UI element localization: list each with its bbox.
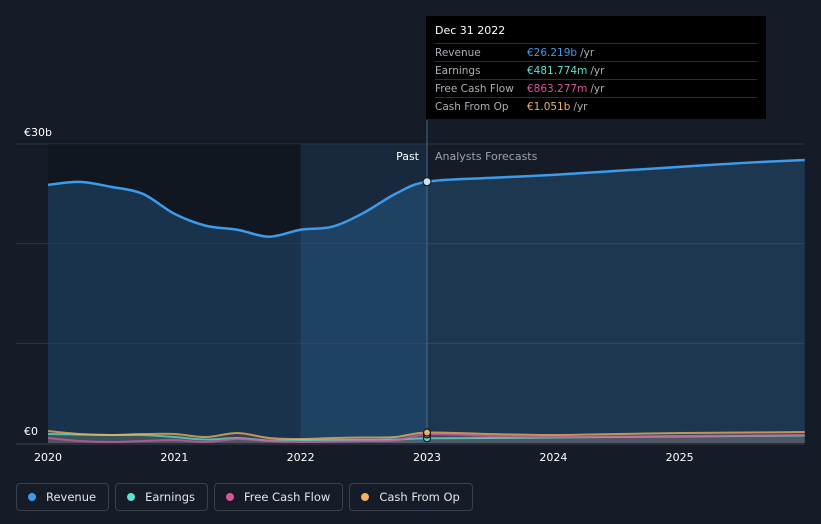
series-lines (47, 158, 805, 444)
tooltip-unit: /yr (590, 82, 605, 95)
data-tooltip: Dec 31 2022 Revenue €26.219b /yr Earning… (426, 16, 766, 119)
cash-from-op-marker (422, 428, 432, 437)
tooltip-label: Free Cash Flow (435, 82, 514, 95)
y-tick-label: €30b (24, 126, 52, 139)
tooltip-unit: /yr (573, 100, 588, 113)
revenue-line (47, 158, 805, 238)
highlight-band (300, 144, 427, 443)
legend-label: Cash From Op (379, 490, 460, 504)
tooltip-row-earnings: Earnings €481.774m /yr (435, 61, 757, 79)
legend-label: Earnings (145, 490, 195, 504)
legend-item-cash-from-op[interactable]: Cash From Op (349, 483, 473, 511)
past-label: Past (396, 150, 420, 163)
tooltip-label: Revenue (435, 46, 481, 59)
tooltip-unit: /yr (590, 64, 605, 77)
y-axis-labels: €30b €0 (24, 126, 52, 438)
x-axis-labels: 2020 2021 2022 2023 2024 2025 (34, 451, 694, 464)
tooltip-label: Earnings (435, 64, 481, 77)
x-tick-label: 2025 (666, 451, 694, 464)
forecast-label: Analysts Forecasts (435, 150, 538, 163)
revenue-marker (422, 177, 432, 187)
legend-dot-icon (226, 493, 234, 501)
x-tick-label: 2022 (287, 451, 315, 464)
tooltip-value: €26.219b (527, 46, 578, 59)
tooltip-value: €1.051b (527, 100, 571, 113)
legend-dot-icon (28, 493, 36, 501)
y-tick-label: €0 (24, 425, 38, 438)
x-tick-label: 2024 (539, 451, 567, 464)
tooltip-unit: /yr (580, 46, 595, 59)
tooltip-row-cash-from-op: Cash From Op €1.051b /yr (435, 97, 757, 115)
legend-item-revenue[interactable]: Revenue (16, 483, 110, 511)
legend-label: Free Cash Flow (244, 490, 331, 504)
past-region-shade (48, 144, 301, 443)
tooltip-row-revenue: Revenue €26.219b /yr (435, 43, 757, 61)
tooltip-value: €863.277m (527, 82, 588, 95)
legend-item-earnings[interactable]: Earnings (115, 483, 208, 511)
chart-legend: Revenue Earnings Free Cash Flow Cash Fro… (16, 483, 473, 511)
series-markers (422, 177, 432, 443)
legend-dot-icon (361, 493, 370, 501)
x-tick-label: 2021 (160, 451, 188, 464)
legend-dot-icon (127, 493, 136, 501)
tooltip-value: €481.774m (527, 64, 588, 77)
tooltip-row-free-cash-flow: Free Cash Flow €863.277m /yr (435, 79, 757, 97)
free-cash-flow-line (47, 433, 805, 444)
gridlines (16, 143, 804, 445)
tooltip-date: Dec 31 2022 (435, 24, 506, 37)
legend-label: Revenue (46, 490, 97, 504)
cash-from-op-line (47, 430, 805, 441)
tooltip-label: Cash From Op (435, 100, 509, 113)
x-tick-label: 2023 (413, 451, 441, 464)
x-tick-label: 2020 (34, 451, 62, 464)
legend-item-free-cash-flow[interactable]: Free Cash Flow (214, 483, 344, 511)
